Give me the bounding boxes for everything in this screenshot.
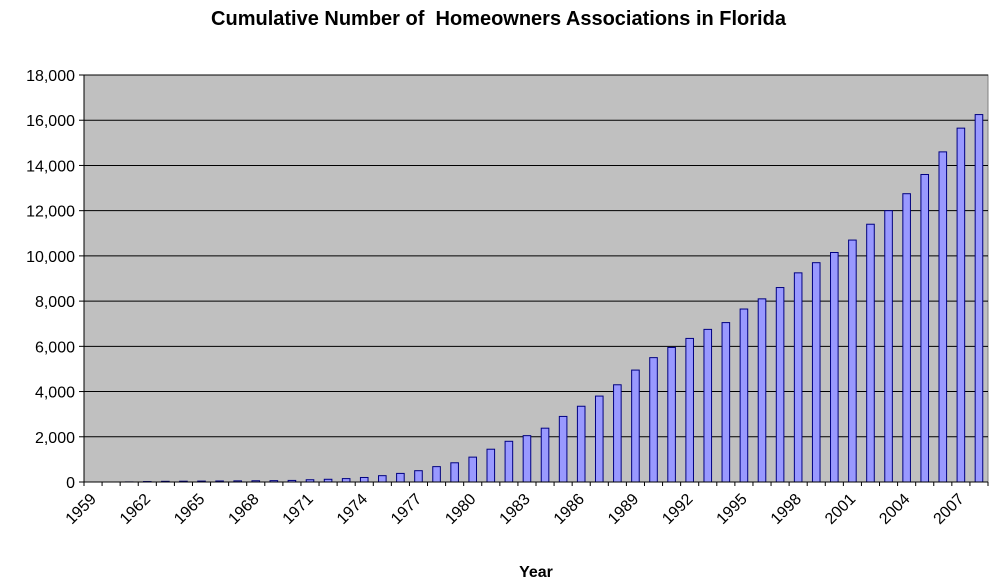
bar-2007 (956, 127, 966, 483)
bar-2002 (866, 223, 875, 483)
y-tick-label: 10,000 (26, 249, 75, 266)
bar-1980 (468, 456, 478, 483)
bar-1998 (793, 272, 803, 483)
bar-1988 (613, 384, 622, 483)
bar-1994 (721, 322, 731, 483)
bar-1975 (378, 475, 387, 483)
y-tick-label: 14,000 (26, 158, 75, 175)
x-tick-label: 1980 (442, 491, 479, 528)
y-tick-label: 4,000 (35, 385, 75, 402)
x-tick-label: 1965 (171, 491, 208, 528)
bar-1995 (739, 308, 749, 483)
y-tick-label: 8,000 (35, 294, 75, 311)
bar-1991 (667, 346, 676, 483)
bar-1976 (396, 472, 405, 483)
y-tick-label: 16,000 (26, 113, 75, 130)
x-tick-label: 2004 (876, 491, 913, 528)
bar-2001 (848, 239, 857, 483)
x-tick-label: 1968 (225, 491, 262, 528)
y-tick-label: 0 (66, 475, 75, 492)
bar-1977 (414, 470, 423, 483)
bar-1981 (486, 448, 496, 483)
bar-1993 (703, 328, 713, 483)
x-tick-label: 1971 (280, 491, 317, 528)
x-axis-title: Year (519, 564, 553, 581)
y-tick-label: 12,000 (26, 204, 75, 221)
bar-2004 (902, 193, 911, 483)
chart-title: Cumulative Number of Homeowners Associat… (211, 8, 786, 30)
x-tick-label: 2001 (822, 491, 859, 528)
x-tick-label: 1989 (605, 491, 642, 528)
bar-2005 (920, 173, 930, 483)
bar-1989 (631, 369, 640, 483)
x-tick-label: 1959 (63, 491, 100, 528)
bar-1986 (576, 405, 586, 483)
bars (124, 114, 984, 483)
bar-1987 (594, 395, 604, 483)
x-axis-ticks: 1959 1962 1965 1968 1971 1974 1977 1980 1983 1986… (63, 482, 989, 528)
y-tick-label: 2,000 (35, 430, 75, 447)
bar-1983 (522, 435, 532, 483)
x-tick-label: 1986 (551, 491, 588, 528)
bar-1978 (432, 466, 441, 483)
bar-1997 (775, 287, 785, 483)
x-tick-label: 1962 (117, 491, 154, 528)
x-tick-label: 1995 (714, 491, 751, 528)
bar-2000 (830, 251, 839, 483)
x-tick-label: 2007 (931, 491, 968, 528)
x-tick-label: 1983 (497, 491, 534, 528)
bar-1982 (504, 440, 514, 483)
bar-2006 (938, 151, 948, 483)
bar-1990 (649, 357, 658, 483)
x-tick-label: 1974 (334, 491, 371, 528)
bar-1974 (359, 476, 369, 483)
bar-1985 (558, 415, 568, 483)
bar-1973 (341, 478, 351, 483)
y-tick-label: 18,000 (26, 68, 75, 85)
bar-1992 (685, 337, 694, 483)
bar-2003 (884, 210, 893, 483)
x-tick-label: 1998 (768, 491, 805, 528)
bar-1979 (450, 462, 459, 483)
x-tick-label: 1977 (388, 491, 425, 528)
bar-1999 (811, 262, 821, 483)
y-tick-label: 6,000 (35, 339, 75, 356)
bar-2008 (974, 114, 984, 483)
x-tick-label: 1992 (659, 491, 696, 528)
bar-1984 (540, 427, 550, 483)
bar-1996 (757, 298, 767, 483)
